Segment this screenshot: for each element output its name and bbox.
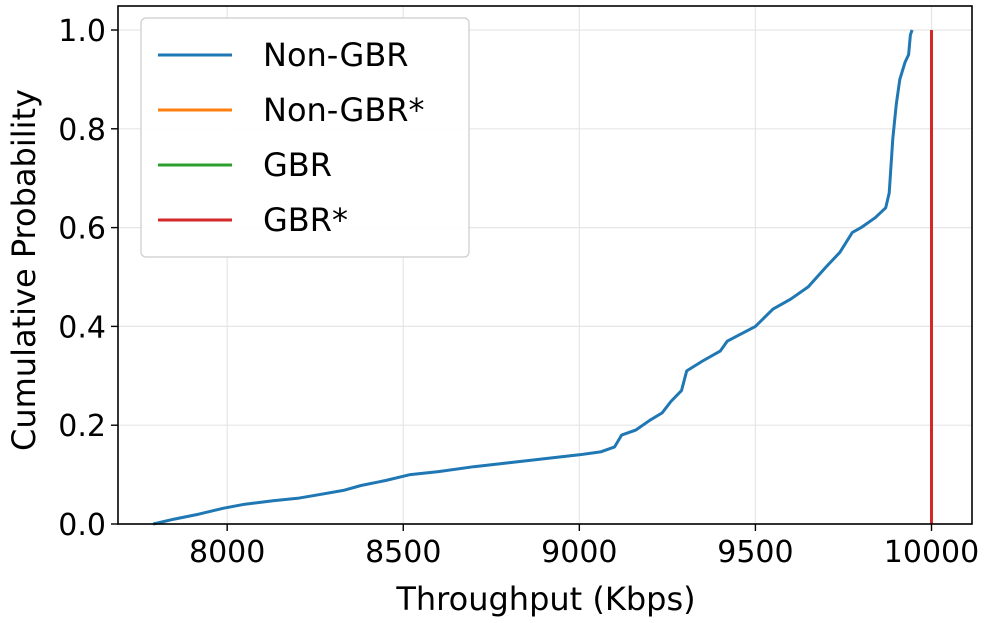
y-tick-label: 0.6 (58, 212, 106, 247)
legend: Non-GBR Non-GBR* GBR GBR* (140, 17, 470, 258)
x-tick-label: 8000 (189, 535, 265, 570)
plot-frame (117, 5, 973, 525)
y-tick-label: 0.4 (58, 310, 106, 345)
legend-label: GBR (263, 146, 332, 184)
axis-ticks: 8000 8500 9000 9500 10000 0.0 0.2 0.4 0.6 0.8 1.0 (58, 14, 979, 570)
x-tick-label: 8500 (365, 535, 441, 570)
x-tick-label: 9000 (541, 535, 617, 570)
y-tick-label: 0.2 (58, 409, 106, 444)
legend-label: Non-GBR* (263, 91, 425, 129)
y-axis-title: Cumulative Probability (5, 89, 43, 451)
x-tick-label: 9500 (717, 535, 793, 570)
series-lines (152, 29, 933, 526)
y-tick-label: 1.0 (58, 14, 106, 49)
y-tick-label: 0.0 (58, 508, 106, 543)
x-axis-title: Throughput (Kbps) (395, 580, 695, 618)
legend-label: Non-GBR (263, 36, 409, 74)
legend-label: GBR* (263, 201, 348, 239)
legend-box (140, 17, 470, 258)
y-tick-label: 0.8 (58, 113, 106, 148)
x-tick-label: 10000 (884, 535, 979, 570)
series-line-non-gbr (152, 29, 914, 526)
